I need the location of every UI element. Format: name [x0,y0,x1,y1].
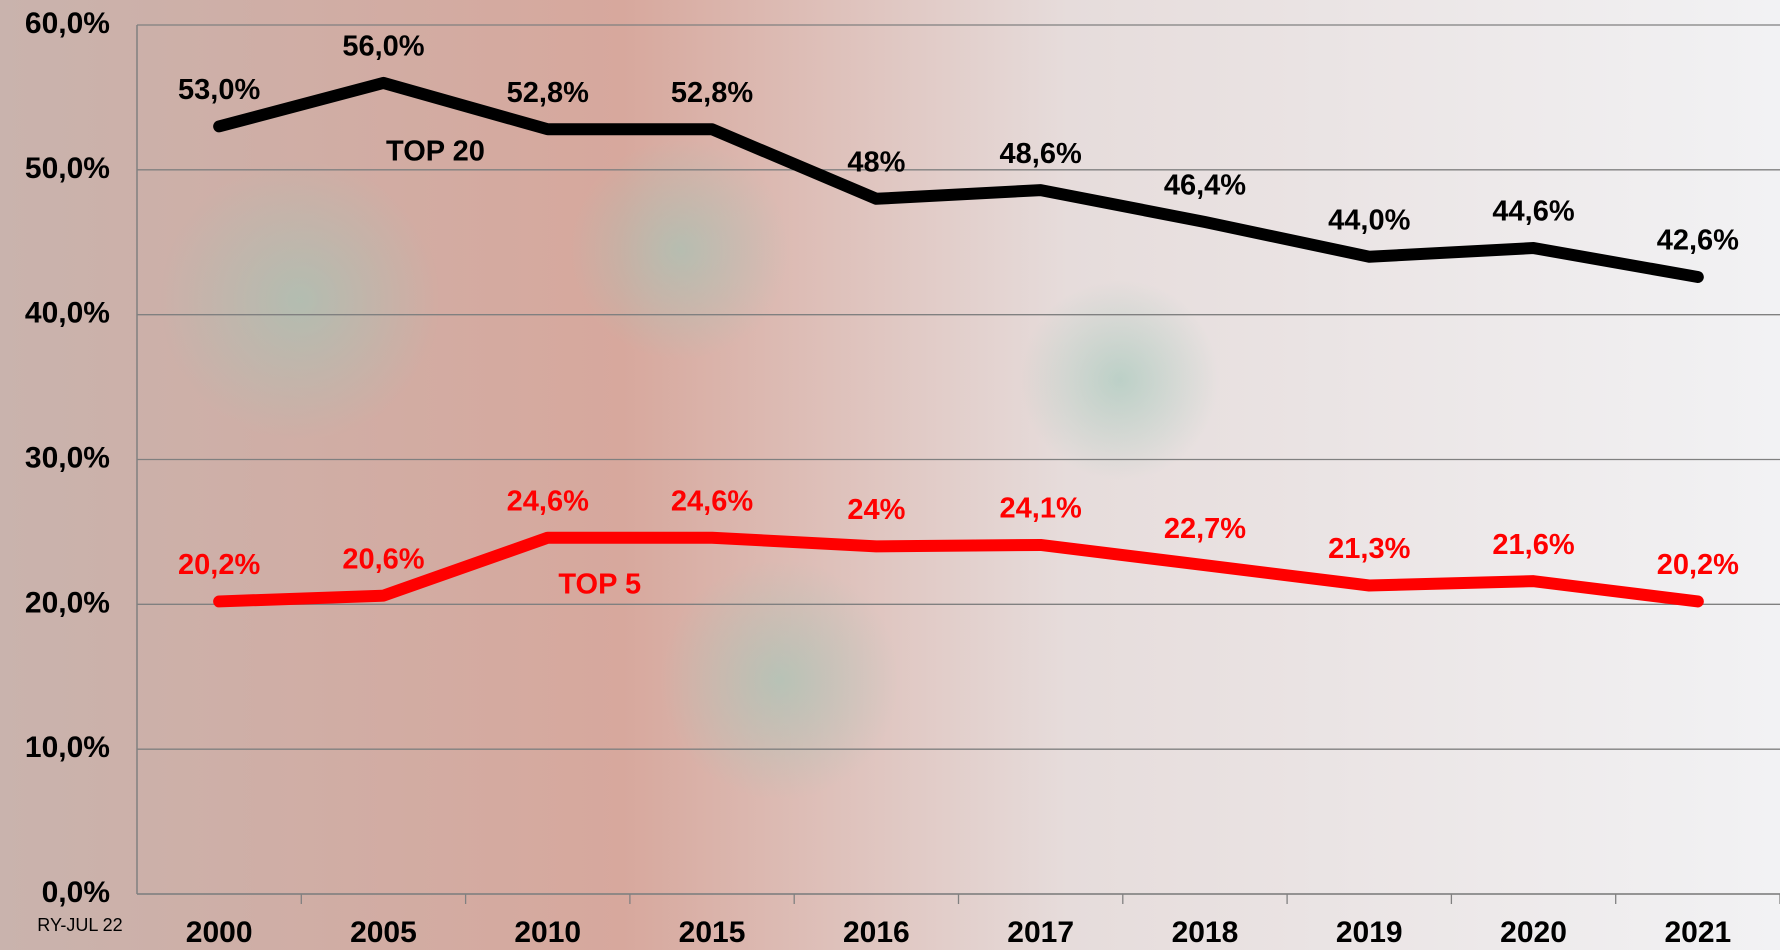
x-tick-label: 2020 [1500,916,1567,949]
data-label: 56,0% [342,31,424,63]
y-tick-label: 50,0% [25,152,110,185]
data-label: 22,7% [1164,513,1246,545]
data-label: 20,2% [1657,549,1739,581]
data-label: 20,6% [342,543,424,575]
background-decor [160,160,440,440]
x-tick-label: 2016 [843,916,910,949]
series-label: TOP 5 [558,568,641,600]
data-label: 21,6% [1492,529,1574,561]
data-label: 20,2% [178,549,260,581]
data-label: 48,6% [1000,138,1082,170]
data-label: 46,4% [1164,170,1246,202]
y-tick-label: 60,0% [25,7,110,40]
y-tick-label: 0,0% [42,876,110,909]
data-label: 24,6% [507,485,589,517]
y-tick-label: 30,0% [25,441,110,474]
x-tick-label: 2018 [1172,916,1239,949]
data-label: 44,0% [1328,204,1410,236]
series-line [213,531,1704,608]
series-line [213,76,1704,284]
data-label: 52,8% [507,77,589,109]
x-tick-label: 2010 [514,916,581,949]
background-decor [660,560,900,800]
background-decor [570,140,790,360]
x-tick-label: 2021 [1664,916,1731,949]
y-tick-label: 40,0% [25,297,110,330]
data-label: 24,6% [671,485,753,517]
x-tick-label: 2019 [1336,916,1403,949]
data-label: 24% [847,494,905,526]
y-tick-label: 10,0% [25,731,110,764]
x-tick-label: 2005 [350,916,417,949]
x-tick-label: 2015 [679,916,746,949]
data-label: 42,6% [1657,225,1739,257]
source-note: RY-JUL 22 [37,915,122,935]
data-label: 44,6% [1492,196,1574,228]
background-decor [1020,280,1220,480]
x-tick-label: 2000 [186,916,253,949]
y-tick-label: 20,0% [25,586,110,619]
data-label: 21,3% [1328,533,1410,565]
data-label: 53,0% [178,74,260,106]
series-label: TOP 20 [386,136,485,168]
data-label: 24,1% [1000,493,1082,525]
data-label: 48% [847,146,905,178]
data-label: 52,8% [671,77,753,109]
x-tick-label: 2017 [1007,916,1074,949]
